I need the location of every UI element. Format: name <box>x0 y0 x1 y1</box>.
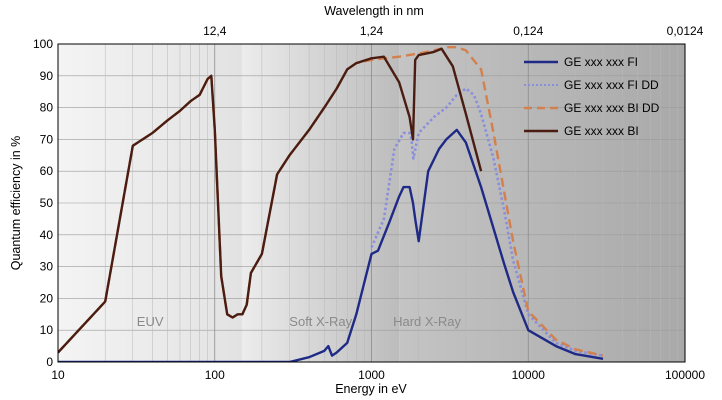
top-tick-label: 0,124 <box>513 24 543 38</box>
top-axis-title: Wavelength in nm <box>324 4 424 18</box>
legend-label-ge-xxx-xxx-bi-dd: GE xxx xxx BI DD <box>564 101 660 115</box>
series-line-ge-xxx-xxx-fi <box>58 128 604 362</box>
y-axis-title: Quantum efficiency in % <box>9 136 23 271</box>
series-layer <box>58 46 604 362</box>
y-tick-label: 30 <box>40 260 54 274</box>
region-label-soft-x-ray: Soft X-Ray <box>289 314 352 329</box>
top-axis-ticks: 12,4 1,24 0,124 0,0124 <box>203 24 704 38</box>
legend-label-ge-xxx-xxx-fi-dd: GE xxx xxx FI DD <box>564 78 659 92</box>
y-tick-label: 20 <box>40 291 54 305</box>
legend: GE xxx xxx FI GE xxx xxx FI DD GE xxx xxx … <box>524 55 660 138</box>
region-labels: EUV Soft X-Ray Hard X-Ray <box>137 314 462 329</box>
top-tick-label: 12,4 <box>203 24 227 38</box>
y-tick-label: 60 <box>40 164 54 178</box>
series-line-ge-xxx-xxx-bi <box>58 47 483 354</box>
x-tick-label: 1000 <box>358 368 385 382</box>
y-axis-ticks: 0 10 20 30 40 50 60 70 80 90 100 <box>33 37 53 369</box>
x-tick-label: 100 <box>205 368 225 382</box>
x-axis-ticks: 10 100 1000 10000 100000 <box>51 368 705 382</box>
legend-label-ge-xxx-xxx-bi: GE xxx xxx BI <box>564 124 639 138</box>
x-axis-title: Energy in eV <box>335 382 407 396</box>
x-tick-label: 10 <box>51 368 65 382</box>
region-label-euv: EUV <box>137 314 164 329</box>
y-tick-label: 40 <box>40 228 54 242</box>
series-line-ge-xxx-xxx-fi-dd <box>370 87 604 357</box>
y-tick-label: 90 <box>40 69 54 83</box>
x-tick-label: 100000 <box>665 368 705 382</box>
plot-border <box>57 43 686 363</box>
y-tick-label: 0 <box>46 355 53 369</box>
y-tick-label: 70 <box>40 132 54 146</box>
y-tick-label: 100 <box>33 37 53 51</box>
top-tick-label: 1,24 <box>360 24 384 38</box>
legend-label-ge-xxx-xxx-fi: GE xxx xxx FI <box>564 55 638 69</box>
region-label-hard-x-ray: Hard X-Ray <box>393 314 461 329</box>
x-tick-label: 10000 <box>512 368 546 382</box>
y-tick-label: 80 <box>40 101 54 115</box>
y-tick-label: 10 <box>40 323 54 337</box>
y-tick-label: 50 <box>40 196 54 210</box>
top-tick-label: 0,0124 <box>667 24 704 38</box>
